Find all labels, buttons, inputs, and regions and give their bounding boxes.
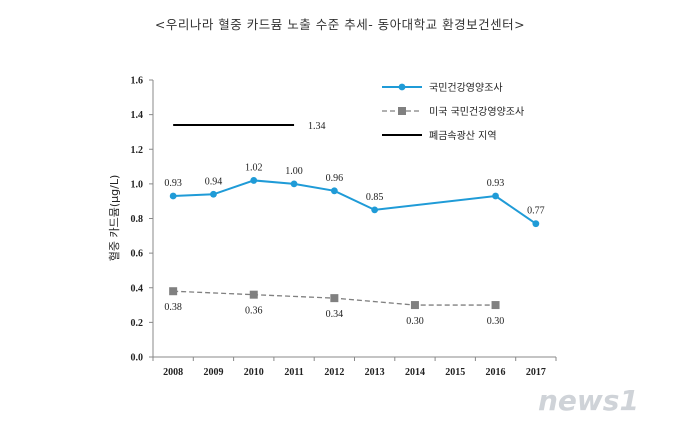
- data-label: 0.85: [366, 192, 384, 203]
- y-axis-label: 혈중 카드뮴(μg/L): [107, 175, 121, 262]
- data-point: [330, 187, 338, 195]
- x-tick-label: 2009: [203, 367, 223, 378]
- y-tick-label: 0.4: [131, 283, 144, 294]
- x-tick-label: 2010: [244, 367, 264, 378]
- data-label: 1.02: [245, 162, 263, 173]
- data-point: [249, 290, 258, 299]
- data-label: 1.00: [285, 166, 303, 177]
- series-layer: 0.93 0.94 1.02 1.00 0.96 0.85 0.93 0.77 0.38 0.36…: [164, 121, 544, 327]
- x-tick-label: 2011: [284, 367, 303, 378]
- data-point: [371, 206, 379, 214]
- x-tick-label: 2013: [365, 367, 385, 378]
- data-point: [532, 220, 540, 228]
- data-label: 0.34: [326, 309, 344, 320]
- legend-label: 국민건강영양조사: [429, 82, 503, 94]
- data-label: 0.77: [527, 206, 545, 217]
- data-label: 0.38: [164, 302, 182, 313]
- legend-marker: [398, 83, 406, 91]
- data-label: 0.96: [326, 173, 344, 184]
- chart-title: <우리나라 혈중 카드뮴 노출 수준 추세- 동아대학교 환경보건센터>: [154, 17, 526, 32]
- y-tick-label: 0.0: [131, 353, 144, 364]
- data-label: 0.30: [406, 316, 424, 327]
- y-tick-labels: 0.0 0.2 0.4 0.6 0.8 1.0 1.2 1.4 1.6: [131, 76, 144, 364]
- data-point: [290, 180, 298, 188]
- axes: [149, 79, 557, 361]
- y-tick-label: 0.2: [131, 318, 144, 329]
- y-tick-label: 0.6: [131, 249, 144, 260]
- data-label: 0.94: [205, 176, 223, 187]
- legend-label: 미국 국민건강영양조사: [429, 106, 524, 118]
- y-tick-label: 1.6: [131, 76, 144, 87]
- x-tick-labels: 2008 2009 2010 2011 2012 2013 2014 2015 2016 2017: [163, 367, 546, 378]
- data-point: [492, 192, 499, 200]
- data-label: 0.93: [487, 178, 505, 189]
- data-point: [210, 190, 217, 198]
- data-point: [169, 192, 177, 200]
- watermark-logo: news1: [538, 384, 639, 417]
- legend-label: 폐금속광산 지역: [429, 130, 497, 142]
- data-point: [169, 287, 178, 296]
- y-tick-label: 1.2: [131, 145, 144, 156]
- legend-marker: [398, 107, 406, 115]
- x-tick-label: 2014: [405, 367, 425, 378]
- data-point: [410, 301, 419, 310]
- data-label: 0.93: [164, 178, 182, 189]
- x-tick-label: 2017: [526, 367, 546, 378]
- data-point: [250, 177, 258, 184]
- data-label: 1.34: [308, 121, 326, 132]
- data-point: [491, 301, 500, 310]
- y-tick-label: 1.4: [131, 110, 144, 121]
- y-tick-label: 0.8: [131, 214, 144, 225]
- x-tick-label: 2012: [324, 367, 344, 378]
- y-tick-label: 1.0: [131, 179, 144, 190]
- x-tick-label: 2008: [163, 367, 183, 378]
- data-label: 0.30: [487, 316, 505, 327]
- x-tick-label: 2016: [486, 367, 506, 378]
- x-tick-label: 2015: [445, 367, 465, 378]
- series-line-1: [173, 179, 537, 225]
- data-point: [330, 294, 339, 303]
- data-label: 0.36: [245, 306, 263, 317]
